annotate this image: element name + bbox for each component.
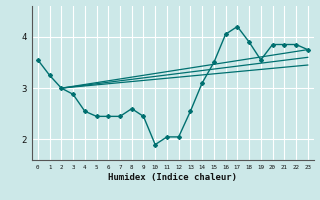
X-axis label: Humidex (Indice chaleur): Humidex (Indice chaleur) (108, 173, 237, 182)
